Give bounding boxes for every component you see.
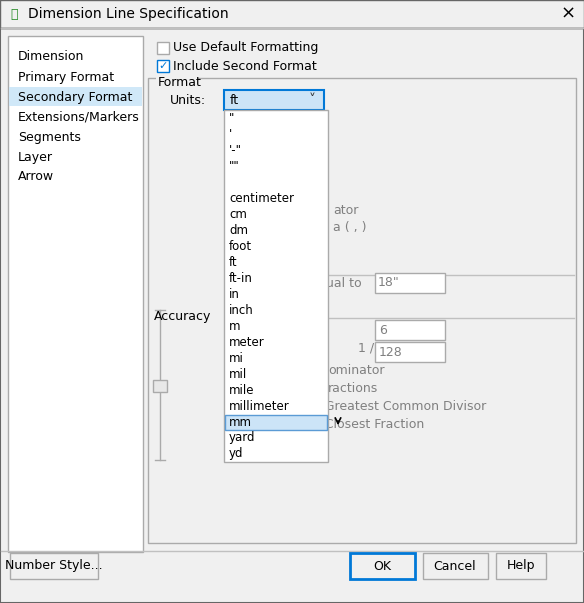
Text: Number Style...: Number Style... bbox=[5, 560, 103, 572]
Text: 6: 6 bbox=[379, 323, 387, 336]
Text: 1 /: 1 / bbox=[358, 341, 374, 355]
Text: Extensions/Markers: Extensions/Markers bbox=[18, 110, 140, 124]
Text: yd: yd bbox=[229, 447, 244, 461]
Bar bbox=[350, 553, 415, 579]
Text: Use Default Formatting: Use Default Formatting bbox=[173, 42, 318, 54]
Bar bbox=[10, 553, 98, 579]
Bar bbox=[375, 342, 445, 362]
Text: ator: ator bbox=[333, 203, 359, 216]
Text: Units:: Units: bbox=[170, 93, 206, 107]
Text: Segments: Segments bbox=[18, 130, 81, 144]
Bar bbox=[375, 320, 445, 340]
Text: e Greatest Common Divisor: e Greatest Common Divisor bbox=[313, 400, 486, 412]
Text: ˅: ˅ bbox=[308, 93, 315, 107]
Text: inch: inch bbox=[229, 303, 254, 317]
Text: in: in bbox=[229, 288, 240, 300]
Text: '-": '-" bbox=[229, 144, 242, 157]
Text: millimeter: millimeter bbox=[229, 400, 290, 412]
Text: Include Second Format: Include Second Format bbox=[173, 60, 317, 72]
Bar bbox=[9, 87, 142, 106]
Bar bbox=[157, 42, 169, 54]
Text: mil: mil bbox=[229, 367, 247, 380]
Bar bbox=[156, 77, 198, 88]
Text: a ( , ): a ( , ) bbox=[333, 221, 367, 235]
Text: centimeter: centimeter bbox=[229, 192, 294, 204]
Bar bbox=[0, 0, 584, 28]
Text: yard: yard bbox=[229, 432, 256, 444]
Bar bbox=[8, 36, 143, 552]
Bar bbox=[224, 90, 324, 110]
Text: mi: mi bbox=[229, 352, 244, 364]
Bar bbox=[153, 380, 167, 392]
Bar bbox=[157, 60, 169, 72]
Bar bbox=[423, 553, 488, 579]
Bar bbox=[225, 415, 327, 430]
Text: Dimension Line Specification: Dimension Line Specification bbox=[28, 7, 228, 21]
Bar bbox=[148, 78, 576, 543]
Text: foot: foot bbox=[229, 239, 252, 253]
Text: ×: × bbox=[561, 5, 576, 23]
Bar bbox=[496, 553, 546, 579]
Text: 128: 128 bbox=[379, 346, 403, 359]
Text: 18": 18" bbox=[378, 277, 400, 289]
Text: mile: mile bbox=[229, 384, 255, 397]
Text: meter: meter bbox=[229, 335, 265, 349]
Text: cm: cm bbox=[229, 207, 247, 221]
Text: OK: OK bbox=[373, 560, 391, 572]
Bar bbox=[375, 273, 445, 293]
Text: mm: mm bbox=[229, 415, 252, 429]
Text: ': ' bbox=[229, 127, 232, 140]
Text: Arrow: Arrow bbox=[18, 171, 54, 183]
Text: m: m bbox=[229, 320, 241, 332]
Text: Cancel: Cancel bbox=[434, 560, 477, 572]
Text: Layer: Layer bbox=[18, 151, 53, 163]
Text: ✓: ✓ bbox=[158, 61, 168, 71]
Text: ft: ft bbox=[230, 93, 239, 107]
Text: ": " bbox=[229, 112, 234, 124]
Text: qual to: qual to bbox=[318, 277, 361, 289]
Text: ractions: ractions bbox=[328, 382, 378, 394]
Text: ft: ft bbox=[229, 256, 238, 268]
Text: Accuracy: Accuracy bbox=[154, 310, 211, 323]
Text: ominator: ominator bbox=[328, 364, 384, 376]
Text: Dimension: Dimension bbox=[18, 51, 84, 63]
Text: dm: dm bbox=[229, 224, 248, 236]
Text: Help: Help bbox=[507, 560, 536, 572]
Bar bbox=[224, 110, 328, 462]
Text: e Closest Fraction: e Closest Fraction bbox=[313, 417, 424, 431]
Text: Format: Format bbox=[158, 77, 202, 89]
Text: ft-in: ft-in bbox=[229, 271, 253, 285]
Text: ⌒: ⌒ bbox=[11, 7, 18, 21]
Text: Secondary Format: Secondary Format bbox=[18, 90, 133, 104]
Text: Primary Format: Primary Format bbox=[18, 71, 114, 83]
Text: "": "" bbox=[229, 160, 240, 172]
